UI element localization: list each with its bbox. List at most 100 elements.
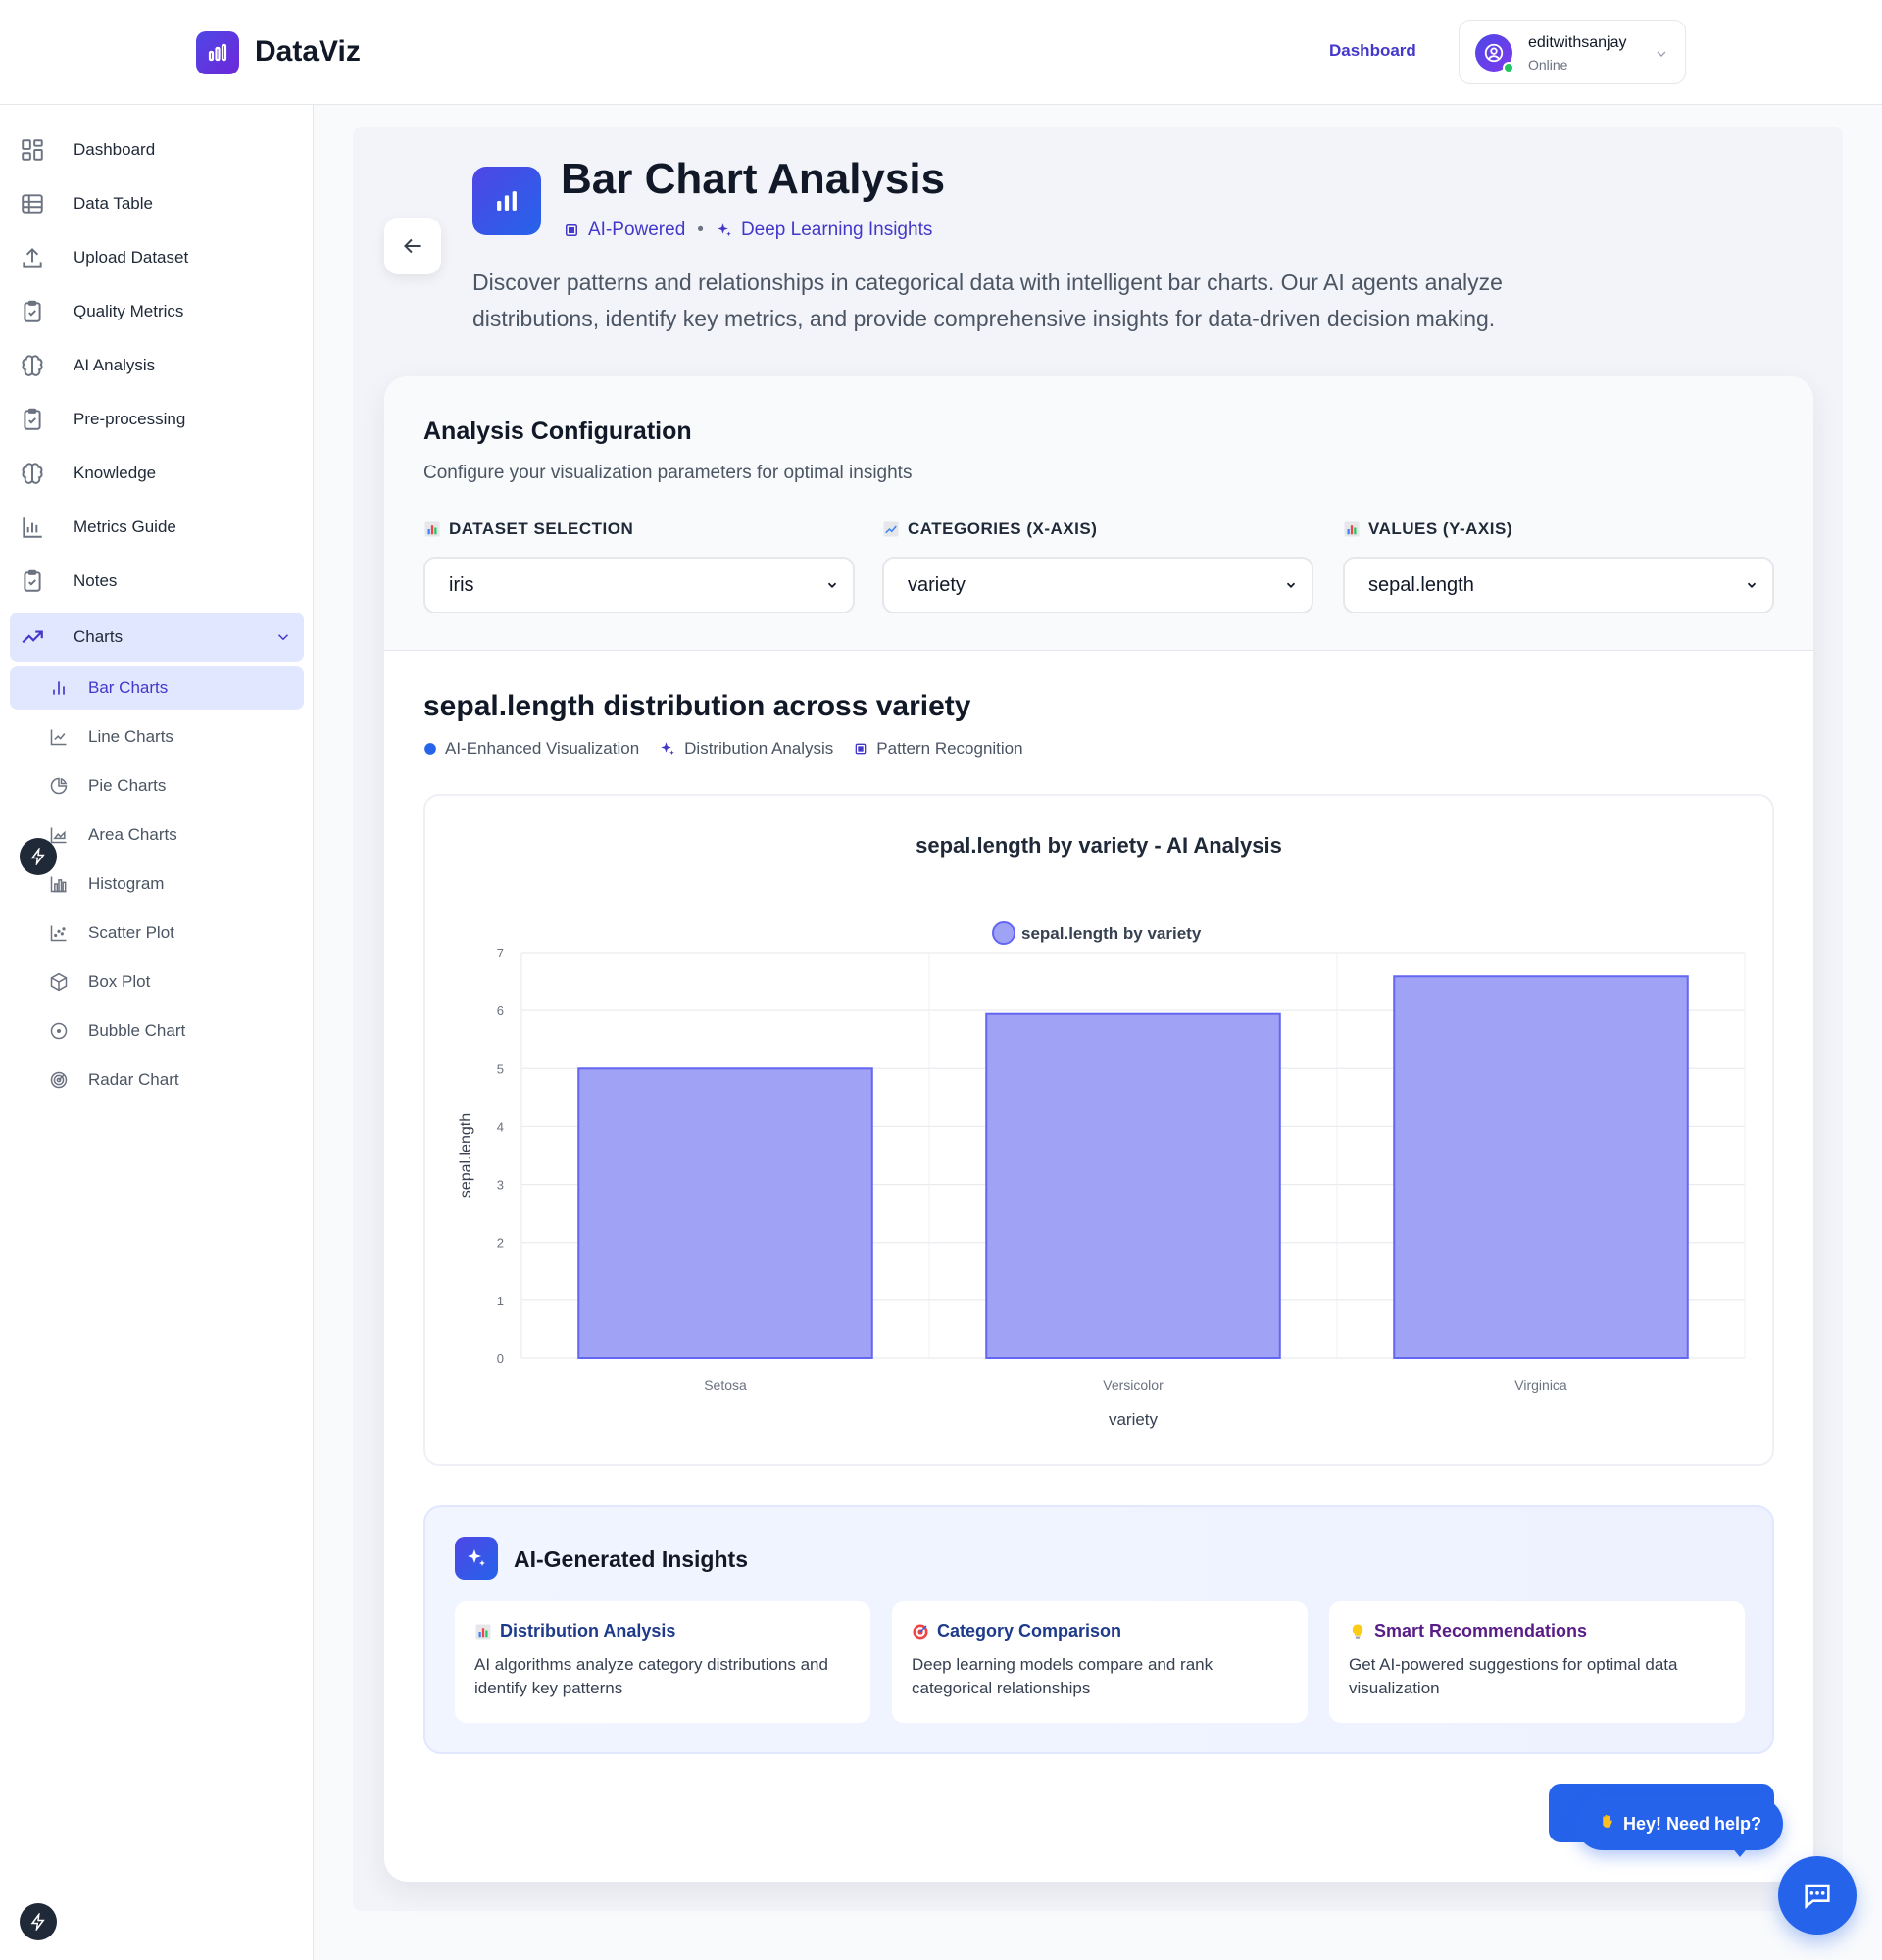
bar-chart-emoji-icon xyxy=(475,1624,491,1639)
y-tick-label: 0 xyxy=(497,1351,504,1366)
nav-dashboard-link[interactable]: Dashboard xyxy=(1329,41,1416,60)
grid-icon xyxy=(20,137,51,163)
values-value: sepal.length xyxy=(1368,573,1474,596)
sidebar-subitem-radar-chart[interactable]: Radar Chart xyxy=(10,1058,304,1102)
bar-chart-icon xyxy=(20,514,51,540)
bar-chart-emoji-icon xyxy=(424,521,440,537)
sidebar-subitem-box-plot[interactable]: Box Plot xyxy=(10,960,304,1004)
trending-up-icon xyxy=(20,624,51,650)
sidebar-item-quality-metrics[interactable]: Quality Metrics xyxy=(10,288,304,335)
help-text: Hey! Need help? xyxy=(1623,1813,1762,1834)
lightbulb-icon xyxy=(1352,1624,1363,1639)
insight-title: Smart Recommendations xyxy=(1374,1621,1588,1641)
sidebar-subitem-pie-charts[interactable]: Pie Charts xyxy=(10,764,304,808)
user-status: Online xyxy=(1528,57,1568,73)
tag-distribution: Distribution Analysis xyxy=(684,739,834,758)
config-subtitle: Configure your visualization parameters … xyxy=(423,463,913,483)
bolt-icon[interactable] xyxy=(20,838,57,875)
sidebar-item-label: Histogram xyxy=(88,874,165,893)
sidebar-item-upload-dataset[interactable]: Upload Dataset xyxy=(10,234,304,281)
bar-chart-icon xyxy=(472,167,541,235)
sidebar-subitem-bubble-chart[interactable]: Bubble Chart xyxy=(10,1009,304,1053)
legend-swatch xyxy=(992,921,1015,945)
help-bubble[interactable]: Hey! Need help? xyxy=(1576,1797,1784,1850)
back-button[interactable] xyxy=(384,218,441,274)
logo-icon[interactable] xyxy=(196,31,239,74)
sidebar-item-notes[interactable]: Notes xyxy=(10,558,304,605)
x-tick-label: Setosa xyxy=(704,1377,747,1393)
insight-card-recommendations: Smart Recommendations Get AI-powered sug… xyxy=(1329,1601,1745,1723)
insight-card-distribution: Distribution Analysis AI algorithms anal… xyxy=(455,1601,870,1723)
sidebar-item-label: Quality Metrics xyxy=(74,302,184,320)
chat-button[interactable] xyxy=(1778,1856,1857,1935)
sidebar-item-label: Radar Chart xyxy=(88,1070,179,1089)
config-title: Analysis Configuration xyxy=(423,417,692,445)
sidebar-item-charts[interactable]: Charts xyxy=(10,612,304,662)
insight-title: Distribution Analysis xyxy=(500,1621,676,1641)
chevron-down-icon xyxy=(274,628,292,651)
chat-icon xyxy=(1805,1884,1830,1909)
sidebar-item-label: Line Charts xyxy=(88,727,173,746)
sidebar-subitem-bar-charts[interactable]: Bar Charts xyxy=(10,666,304,710)
page-title: Bar Chart Analysis xyxy=(561,155,946,203)
sidebar-item-label: Scatter Plot xyxy=(88,923,174,942)
table-icon xyxy=(20,191,51,217)
sidebar-item-label: Notes xyxy=(74,571,118,590)
bar-chart-icon xyxy=(49,678,74,698)
chip-icon xyxy=(566,224,577,236)
tag-ai-powered: AI-Powered xyxy=(588,220,686,240)
chart-title: sepal.length by variety - AI Analysis xyxy=(916,833,1282,858)
upload-icon xyxy=(20,245,51,270)
separator-dot: • xyxy=(697,220,704,240)
top-header: DataViz Dashboard editwithsanjay Online xyxy=(0,0,1882,105)
arrow-left-icon xyxy=(404,238,421,254)
analysis-card: Analysis Configuration Configure your vi… xyxy=(384,376,1813,1882)
analysis-configuration: Analysis Configuration Configure your vi… xyxy=(384,376,1813,651)
sidebar-subitem-histogram[interactable]: Histogram xyxy=(10,862,304,906)
categories-select[interactable]: variety xyxy=(882,557,1313,613)
sidebar-item-label: Knowledge xyxy=(74,464,157,482)
legend-label: sepal.length by variety xyxy=(1021,924,1202,943)
sidebar-subitem-area-charts[interactable]: Area Charts xyxy=(10,813,304,857)
user-menu[interactable]: editwithsanjay Online xyxy=(1459,20,1686,84)
avatar xyxy=(1475,34,1512,72)
insight-body: AI algorithms analyze category distribut… xyxy=(474,1655,828,1697)
insight-body: Deep learning models compare and rank ca… xyxy=(912,1655,1213,1697)
sidebar-item-label: Metrics Guide xyxy=(74,517,176,536)
sidebar-item-pre-processing[interactable]: Pre-processing xyxy=(10,396,304,443)
sidebar-item-label: Bar Charts xyxy=(88,678,169,697)
values-select[interactable]: sepal.length xyxy=(1343,557,1774,613)
chart-tags: AI-Enhanced Visualization Distribution A… xyxy=(423,739,1023,759)
sidebar-item-data-table[interactable]: Data Table xyxy=(10,180,304,227)
sidebar-item-label: Charts xyxy=(74,627,124,646)
page-description: Discover patterns and relationships in c… xyxy=(472,270,1503,331)
categories-value: variety xyxy=(908,573,966,596)
box-icon xyxy=(49,972,74,992)
app-name[interactable]: DataViz xyxy=(255,35,361,68)
sidebar-item-knowledge[interactable]: Knowledge xyxy=(10,450,304,497)
tag-deep-learning: Deep Learning Insights xyxy=(740,220,933,240)
y-tick-label: 7 xyxy=(497,946,504,960)
line-chart-icon xyxy=(49,727,74,747)
histogram-icon xyxy=(49,874,74,894)
sidebar-item-dashboard[interactable]: Dashboard xyxy=(10,126,304,173)
dataset-select[interactable]: iris xyxy=(423,557,855,613)
line-chart-emoji-icon xyxy=(883,521,899,537)
tag-ai-enhanced: AI-Enhanced Visualization xyxy=(445,739,640,758)
sidebar-subitem-line-charts[interactable]: Line Charts xyxy=(10,715,304,759)
sidebar-item-label: Box Plot xyxy=(88,972,151,991)
bolt-icon[interactable] xyxy=(20,1903,57,1940)
y-tick-label: 3 xyxy=(497,1178,504,1193)
scatter-icon xyxy=(49,923,74,943)
insights-title: AI-Generated Insights xyxy=(514,1546,748,1572)
sidebar-subitem-scatter-plot[interactable]: Scatter Plot xyxy=(10,911,304,955)
y-tick-label: 1 xyxy=(497,1294,504,1308)
sidebar-item-metrics-guide[interactable]: Metrics Guide xyxy=(10,504,304,551)
y-tick-label: 6 xyxy=(497,1004,504,1018)
clipboard-check-icon xyxy=(20,407,51,432)
brain-icon xyxy=(20,461,51,486)
sidebar-item-ai-analysis[interactable]: AI Analysis xyxy=(10,342,304,389)
values-label: VALUES (Y-AXIS) xyxy=(1368,519,1512,538)
sidebar-item-label: Pie Charts xyxy=(88,776,167,795)
chevron-down-icon xyxy=(1747,582,1757,588)
